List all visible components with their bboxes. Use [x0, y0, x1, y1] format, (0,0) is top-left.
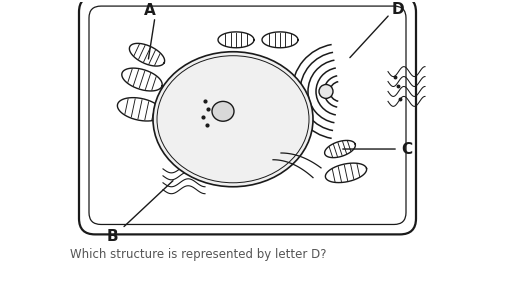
FancyBboxPatch shape: [79, 0, 416, 234]
Ellipse shape: [319, 84, 333, 98]
Ellipse shape: [212, 101, 234, 121]
Text: C: C: [401, 141, 413, 156]
Ellipse shape: [153, 52, 313, 187]
Text: Which structure is represented by letter D?: Which structure is represented by letter…: [70, 248, 327, 261]
Text: A: A: [144, 3, 156, 18]
Text: B: B: [106, 229, 118, 244]
Text: D: D: [392, 1, 404, 16]
